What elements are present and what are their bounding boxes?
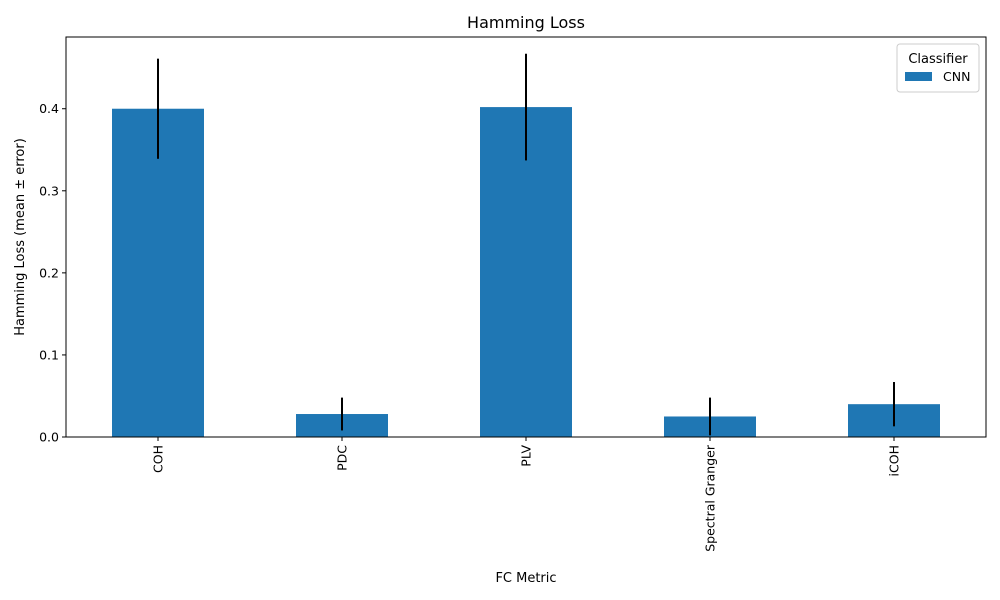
y-axis-label: Hamming Loss (mean ± error) bbox=[13, 138, 28, 336]
bars-layer bbox=[112, 107, 940, 437]
chart-title: Hamming Loss bbox=[467, 13, 585, 32]
error-bars-layer bbox=[157, 53, 895, 436]
x-tick-label: PLV bbox=[519, 445, 534, 467]
x-axis: COH PDC PLV Spectral Granger iCOH bbox=[151, 437, 902, 552]
legend-label: CNN bbox=[943, 69, 970, 84]
bar-coh bbox=[112, 108, 204, 437]
x-tick-label: COH bbox=[151, 445, 166, 473]
x-tick-label: PDC bbox=[335, 445, 350, 471]
x-axis-label: FC Metric bbox=[495, 571, 556, 586]
legend-title: Classifier bbox=[908, 52, 968, 67]
bar-plv bbox=[480, 107, 572, 437]
plot-frame bbox=[65, 36, 987, 438]
y-tick-label: 0.2 bbox=[39, 265, 59, 280]
legend-entries: CNN bbox=[905, 69, 970, 84]
x-tick-label: Spectral Granger bbox=[703, 444, 718, 552]
legend-swatch bbox=[905, 72, 932, 81]
y-tick-label: 0.0 bbox=[39, 430, 59, 445]
y-tick-label: 0.4 bbox=[39, 101, 59, 116]
y-axis: 0.0 0.1 0.2 0.3 0.4 bbox=[39, 101, 66, 445]
y-tick-label: 0.1 bbox=[39, 347, 59, 362]
legend: Classifier CNN bbox=[896, 43, 980, 93]
y-tick-label: 0.3 bbox=[39, 183, 59, 198]
x-tick-label: iCOH bbox=[887, 445, 902, 476]
